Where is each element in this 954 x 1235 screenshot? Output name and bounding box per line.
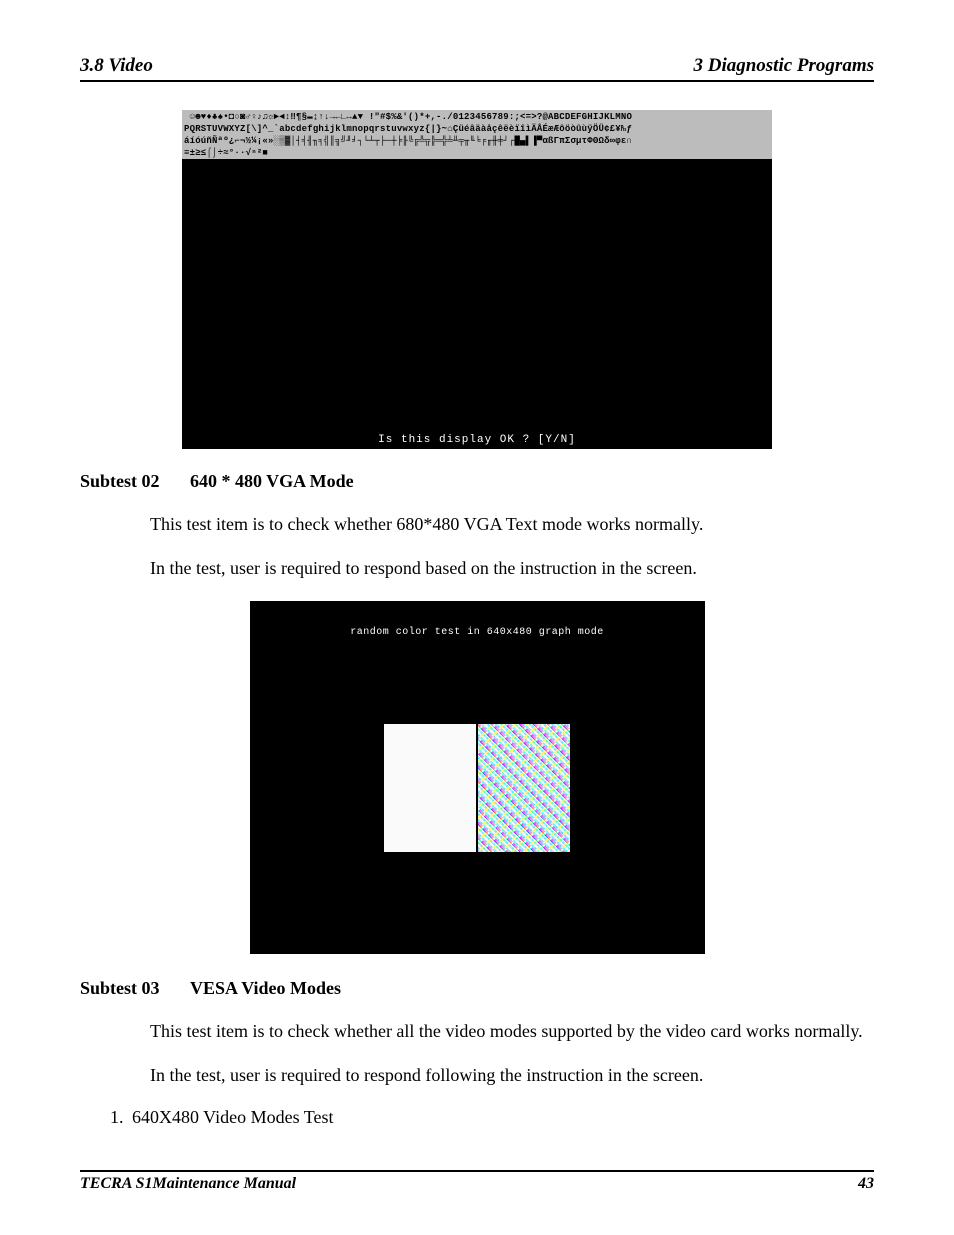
subtest-03-num: Subtest 03: [80, 978, 190, 999]
list-item-1: 1.640X480 Video Modes Test: [110, 1107, 874, 1128]
charset-line-4: ≡±≥≤⌠⌡÷≈°∙·√ⁿ²■: [184, 148, 274, 158]
charset-line-3: áíóúñÑªº¿⌐¬½¼¡«»░▒▓│┤╡╢╖╕╣║╗╝╜╛┐└┴┬├─┼╞╟…: [184, 136, 632, 146]
charset-strip: ☺☻♥♦♣♠•◘○◙♂♀♪♫☼►◄↕‼¶§▬↨↑↓→←∟↔▲▼ !"#$%&'(…: [182, 110, 772, 159]
subtest-03-title: VESA Video Modes: [190, 978, 341, 998]
list-item-1-text: 640X480 Video Modes Test: [132, 1107, 334, 1127]
color-boxes: [384, 724, 570, 852]
footer-manual-title: TECRA S1Maintenance Manual: [80, 1175, 296, 1193]
page-footer: TECRA S1Maintenance Manual 43: [80, 1170, 874, 1193]
subtest-02-para-2: In the test, user is required to respond…: [150, 556, 874, 580]
display-ok-prompt: Is this display OK ? [Y/N]: [182, 434, 772, 446]
white-box: [384, 724, 476, 852]
subtest-02-num: Subtest 02: [80, 471, 190, 492]
list-item-1-num: 1.: [110, 1107, 132, 1128]
noise-box: [478, 724, 570, 852]
subtest-02-heading: Subtest 02640 * 480 VGA Mode: [80, 471, 874, 492]
charset-line-1: ☺☻♥♦♣♠•◘○◙♂♀♪♫☼►◄↕‼¶§▬↨↑↓→←∟↔▲▼ !"#$%&'(…: [184, 112, 632, 122]
subtest-03-heading: Subtest 03VESA Video Modes: [80, 978, 874, 999]
footer-page-number: 43: [858, 1175, 874, 1193]
page-header: 3.8 Video 3 Diagnostic Programs: [80, 55, 874, 82]
header-section-left: 3.8 Video: [80, 55, 153, 77]
screenshot-random-color: random color test in 640x480 graph mode: [250, 601, 705, 954]
subtest-03-para-1: This test item is to check whether all t…: [150, 1019, 874, 1043]
black-area: Is this display OK ? [Y/N]: [182, 159, 772, 449]
subtest-02-title: 640 * 480 VGA Mode: [190, 471, 354, 491]
charset-line-2: PQRSTUVWXYZ[\]^_`abcdefghijklmnopqrstuvw…: [184, 124, 632, 134]
screenshot-character-set: ☺☻♥♦♣♠•◘○◙♂♀♪♫☼►◄↕‼¶§▬↨↑↓→←∟↔▲▼ !"#$%&'(…: [182, 110, 772, 449]
subtest-02-para-1: This test item is to check whether 680*4…: [150, 512, 874, 536]
header-section-right: 3 Diagnostic Programs: [693, 55, 874, 77]
random-color-title: random color test in 640x480 graph mode: [250, 627, 705, 638]
subtest-03-para-2: In the test, user is required to respond…: [150, 1063, 874, 1087]
